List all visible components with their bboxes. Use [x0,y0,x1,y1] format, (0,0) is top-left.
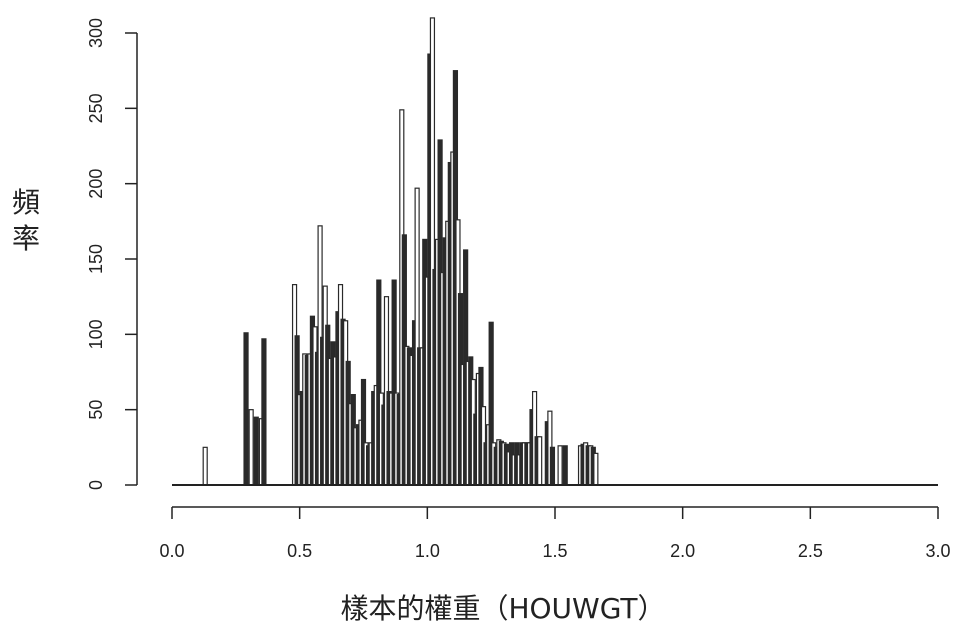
x-tick-label: 1.0 [415,541,440,561]
y-tick-label: 300 [86,18,106,48]
histogram-bar [562,445,568,486]
y-tick-label: 250 [86,93,106,123]
x-tick-label: 1.5 [542,541,567,561]
histogram-bar [537,436,543,486]
x-axis-title: 樣本的權重（HOUWGT） [340,592,665,625]
x-tick-label: 0.0 [159,541,184,561]
y-tick-label: 0 [86,480,106,490]
histogram-bar [593,452,599,486]
histogram-bar [243,332,249,486]
histogram-bar [549,446,556,486]
histogram-bar [202,446,208,486]
histogram-bar [248,409,254,486]
histogram-bar [557,445,563,486]
y-tick-label: 50 [86,400,106,420]
x-tick-label: 0.5 [287,541,312,561]
y-tick-label: 150 [86,244,106,274]
y-tick-label: 100 [86,319,106,349]
x-tick-label: 2.5 [798,541,823,561]
x-tick-label: 3.0 [925,541,950,561]
bars-group [202,17,599,486]
x-axis: 0.0 0.5 1.0 1.5 2.0 2.5 3.0 [159,506,951,561]
x-tick-label: 2.0 [670,541,695,561]
y-axis-title: 頻率 [12,186,40,255]
y-axis: 0 50 100 150 200 250 300 [86,18,138,490]
histogram-bar [261,338,267,486]
histogram-bar [253,416,259,486]
y-tick-label: 200 [86,169,106,199]
